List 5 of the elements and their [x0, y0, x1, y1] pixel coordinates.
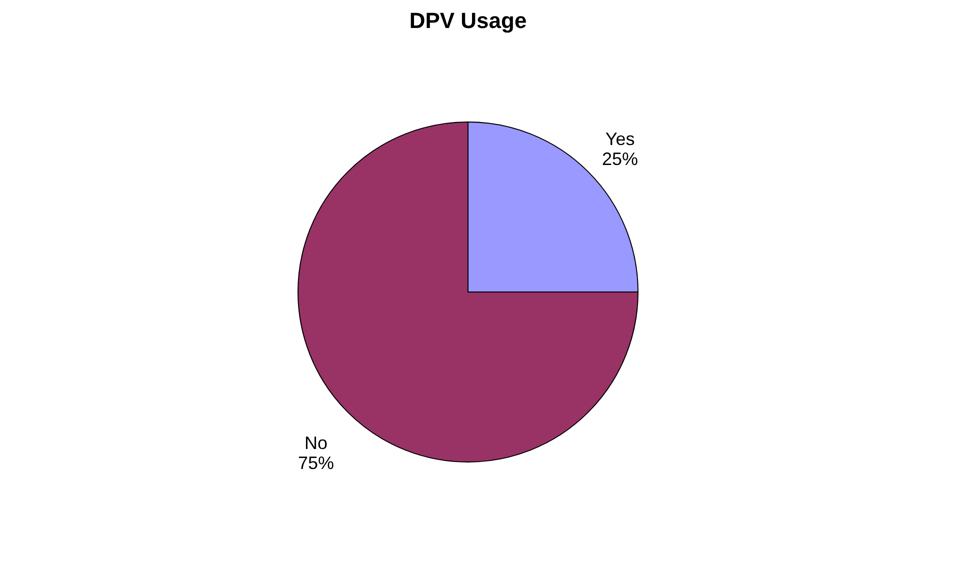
slice-label: Yes: [605, 128, 635, 149]
chart-title: DPV Usage: [409, 8, 527, 33]
data-label: 75%: [298, 453, 334, 474]
slice-label: No: [304, 433, 328, 454]
data-label: 25%: [602, 148, 638, 169]
